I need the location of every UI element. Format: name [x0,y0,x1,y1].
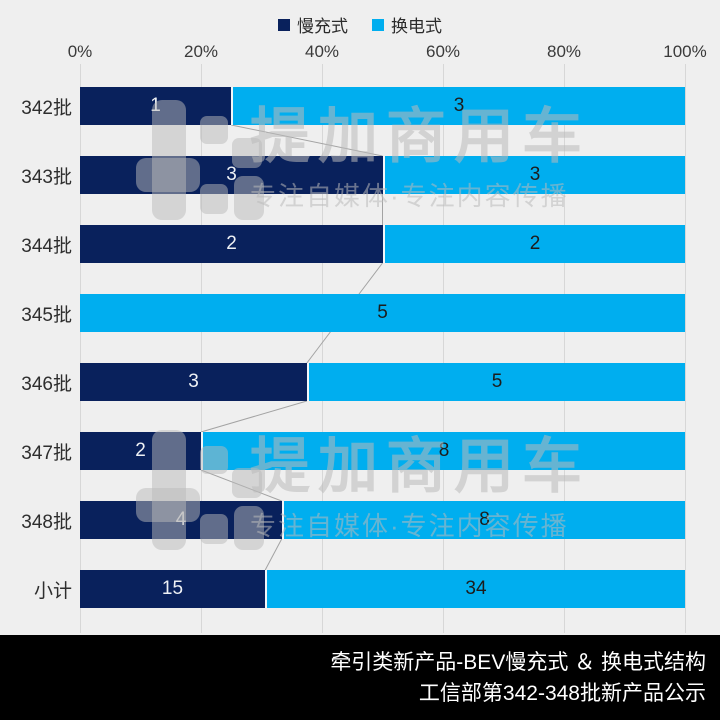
legend-label-slow-charge: 慢充式 [297,17,348,36]
bar-segment-battery-swap: 8 [282,501,685,539]
category-label: 347批 [21,442,72,464]
legend: 慢充式 换电式 [0,12,720,37]
gridline [564,64,565,633]
gridline [685,64,686,633]
category-label: 348批 [21,511,72,533]
gridline [322,64,323,633]
gridline [201,64,202,633]
bar-segment-battery-swap: 5 [80,294,685,332]
gridline [80,64,81,633]
series-connector-line [264,538,283,571]
bar-segment-battery-swap: 3 [231,87,685,125]
series-connector-line [200,469,282,502]
axis-tick-label: 20% [183,42,219,61]
legend-marker-slow-charge-icon [278,18,290,31]
bar-segment-slow-charge: 3 [80,156,383,194]
bar-segment-slow-charge: 2 [80,225,383,263]
footer-caption-line1: 牵引类新产品-BEV慢充式 ＆ 换电式结构 [330,651,706,674]
category-label: 343批 [21,166,72,188]
axis-tick-label: 80% [546,42,582,61]
category-label: 344批 [21,235,72,257]
axis-tick-label: 100% [663,42,707,61]
bar-segment-slow-charge: 3 [80,363,307,401]
bar-row: 15 34 [80,570,685,608]
bar-segment-battery-swap: 3 [383,156,685,194]
bar-row: 5 [80,294,685,332]
bar-segment-slow-charge: 4 [80,501,282,539]
bar-segment-slow-charge: 1 [80,87,231,125]
bar-segment-battery-swap: 8 [201,432,685,470]
series-connector-line [231,124,383,157]
axis-tick-label: 40% [304,42,340,61]
legend-item-battery-swap: 换电式 [372,12,442,37]
axis-tick-label: 60% [425,42,461,61]
bar-segment-battery-swap: 2 [383,225,685,263]
footer-caption-line2: 工信部第342-348批新产品公示 [418,682,706,705]
category-label: 小计 [33,580,72,602]
category-label: 342批 [21,97,72,119]
category-label: 346批 [21,373,72,395]
series-connector-line [200,400,308,433]
bar-segment-slow-charge: 15 [80,570,265,608]
legend-label-battery-swap: 换电式 [391,17,442,36]
footer-caption: 牵引类新产品-BEV慢充式 ＆ 换电式结构 工信部第342-348批新产品公示 [0,635,720,720]
bar-segment-battery-swap: 34 [265,570,685,608]
legend-marker-battery-swap-icon [372,18,384,31]
category-label: 345批 [21,304,72,326]
legend-item-slow-charge: 慢充式 [278,12,348,37]
bar-segment-slow-charge: 2 [80,432,201,470]
gridline [443,64,444,633]
bar-segment-battery-swap: 5 [307,363,685,401]
axis-tick-label: 0% [67,42,93,61]
